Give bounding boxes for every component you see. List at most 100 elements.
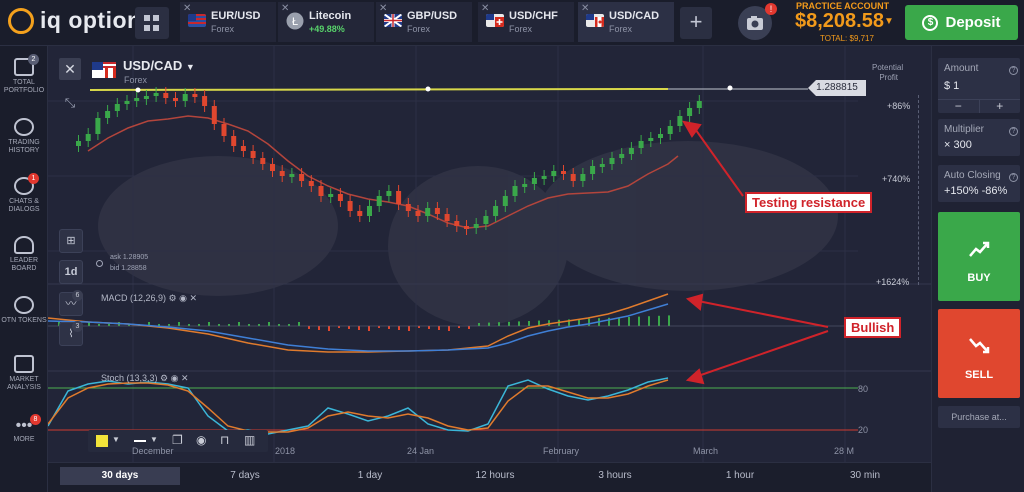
stoch-label[interactable]: Stoch (13,3,3) ⚙ ◉ ✕: [101, 373, 189, 384]
stoch-label-text: Stoch (13,3,3): [101, 373, 158, 383]
increase-button[interactable]: +: [978, 100, 1021, 113]
sidebar-item-otn[interactable]: OTN TOKENS: [0, 296, 48, 325]
logo[interactable]: iq option: [8, 7, 142, 34]
deposit-button[interactable]: $ Deposit: [905, 5, 1018, 40]
price-chart[interactable]: [48, 46, 931, 462]
sidebar-item-chats[interactable]: 1 CHATS & DIALOGS: [0, 173, 48, 214]
tab-sub: Forex: [509, 24, 533, 34]
token-icon: [14, 296, 34, 314]
pair-market: Forex: [124, 75, 148, 85]
x-tick: March: [693, 446, 719, 456]
close-icon[interactable]: ✕: [281, 3, 290, 14]
timeframe-7-days[interactable]: 7 days: [230, 470, 260, 481]
timeframe-1-hour[interactable]: 1 hour: [725, 470, 755, 481]
close-chart-button[interactable]: ✕: [59, 58, 81, 80]
decrease-button[interactable]: −: [954, 99, 962, 113]
sidebar-item-label: MORE: [13, 436, 35, 443]
profit-level: +740%: [882, 174, 911, 184]
timeframe-30-min[interactable]: 30 min: [849, 470, 880, 481]
chart-area[interactable]: [48, 46, 931, 492]
close-icon[interactable]: ✕: [189, 293, 198, 303]
resistance-line: [89, 88, 669, 91]
close-icon[interactable]: ✕: [183, 3, 192, 14]
tab-eur-usd[interactable]: ✕ EUR/USD Forex: [180, 2, 277, 42]
tab-sub: Forex: [407, 24, 431, 34]
color-swatch[interactable]: [96, 435, 108, 447]
badge: 8: [30, 414, 41, 425]
eye-icon[interactable]: ◉: [196, 433, 207, 447]
close-icon[interactable]: ✕: [481, 3, 490, 14]
tab-usd-cad[interactable]: ✕ USD/CAD Forex: [578, 2, 675, 42]
account-total: TOTAL: $9,717: [820, 34, 874, 43]
apps-grid-button[interactable]: [135, 7, 169, 39]
eye-icon[interactable]: ◉: [179, 293, 187, 303]
chevron-down-icon: ▼: [185, 62, 195, 72]
eye-icon[interactable]: ◉: [170, 373, 179, 383]
auto-close-label: Auto Closing: [944, 170, 1001, 181]
buy-button[interactable]: BUY: [938, 212, 1020, 301]
timeframe-1-day[interactable]: 1 day: [357, 470, 383, 481]
sidebar-item-label: OTN TOKENS: [1, 317, 47, 324]
sidebar-item-leaderboard[interactable]: LEADER BOARD: [0, 236, 48, 273]
sidebar-item-label: TRADING HISTORY: [8, 139, 40, 154]
tab-usd-chf[interactable]: ✕ USD/CHF Forex: [478, 2, 575, 42]
tab-sub: Forex: [609, 24, 633, 34]
timeframe-button[interactable]: 1d: [59, 260, 83, 284]
top-bar: iq option ✕ EUR/USD Forex ✕ Ł Litecoin +…: [0, 0, 1024, 46]
indicators-button[interactable]: ⊞: [59, 229, 83, 253]
line-width-icon[interactable]: [134, 440, 146, 442]
timeframe-3-hours[interactable]: 3 hours: [598, 470, 632, 481]
tab-label: EUR/USD: [211, 10, 261, 22]
x-tick: February: [543, 446, 580, 456]
close-icon[interactable]: ✕: [379, 3, 388, 14]
multiplier-box[interactable]: [938, 119, 1020, 156]
close-icon[interactable]: ✕: [181, 373, 189, 383]
tab-litecoin[interactable]: ✕ Ł Litecoin +49.88%: [278, 2, 375, 42]
flag-icon: [188, 14, 206, 27]
lock-icon[interactable]: ⊓: [220, 433, 230, 447]
expand-icon[interactable]: ⤡: [64, 95, 76, 110]
tab-sub: +49.88%: [309, 24, 345, 34]
tab-gbp-usd[interactable]: ✕ GBP/USD Forex: [376, 2, 473, 42]
drawing-tools-button[interactable]: 〰: [59, 292, 83, 316]
briefcase-icon: [14, 58, 34, 76]
ask-price: ask 1.28905: [110, 254, 149, 261]
amount-value[interactable]: $ 1: [944, 80, 960, 92]
close-icon[interactable]: ✕: [581, 3, 590, 14]
multiplier-value[interactable]: × 300: [944, 139, 972, 151]
tab-sub: Forex: [211, 24, 235, 34]
auto-close-box[interactable]: [938, 165, 1020, 202]
copy-icon[interactable]: ❐: [172, 433, 183, 447]
help-icon[interactable]: ?: [1009, 127, 1018, 136]
sidebar-item-more[interactable]: ••• 8 MORE: [0, 414, 48, 444]
sidebar-item-portfolio[interactable]: 2 TOTAL PORTFOLIO: [0, 54, 48, 95]
notification-badge: !: [765, 3, 777, 15]
chevron-down-icon[interactable]: ▼: [884, 16, 894, 27]
account-balance[interactable]: $8,208.58: [795, 10, 884, 32]
auto-close-value[interactable]: +150% -86%: [944, 185, 1008, 197]
add-tab-button[interactable]: +: [680, 7, 712, 39]
moving-average-line: [87, 115, 679, 229]
purchase-at-button[interactable]: Purchase at...: [938, 406, 1020, 428]
sidebar-item-history[interactable]: TRADING HISTORY: [0, 118, 48, 155]
logo-text: iq option: [40, 7, 142, 33]
help-icon[interactable]: ?: [1009, 66, 1018, 75]
chevron-down-icon[interactable]: ▼: [150, 435, 158, 444]
sidebar-item-market-analysis[interactable]: MARKET ANALYSIS: [0, 355, 48, 392]
chevron-down-icon[interactable]: ▼: [112, 435, 120, 444]
macd-label[interactable]: MACD (12,26,9) ⚙ ◉ ✕: [101, 293, 197, 304]
sidebar-item-label: MARKET ANALYSIS: [7, 376, 41, 391]
macd-label-text: MACD (12,26,9): [101, 293, 167, 303]
timeframe-30-days[interactable]: 30 days: [60, 467, 180, 485]
timeframe-12-hours[interactable]: 12 hours: [475, 470, 515, 481]
timeframe-bar: [48, 462, 931, 492]
x-tick: 2018: [275, 446, 296, 456]
sell-button[interactable]: SELL: [938, 309, 1020, 398]
dollar-coin-icon: $: [922, 14, 939, 31]
gear-icon[interactable]: ⚙: [168, 293, 177, 303]
gear-icon[interactable]: ⚙: [160, 373, 169, 383]
trash-icon[interactable]: ▥: [244, 433, 256, 447]
pair-title[interactable]: USD/CAD ▼: [123, 58, 195, 73]
help-icon[interactable]: ?: [1009, 173, 1018, 182]
